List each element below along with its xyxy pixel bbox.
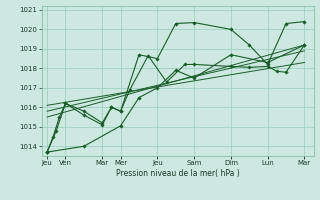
X-axis label: Pression niveau de la mer( hPa ): Pression niveau de la mer( hPa ) (116, 169, 239, 178)
